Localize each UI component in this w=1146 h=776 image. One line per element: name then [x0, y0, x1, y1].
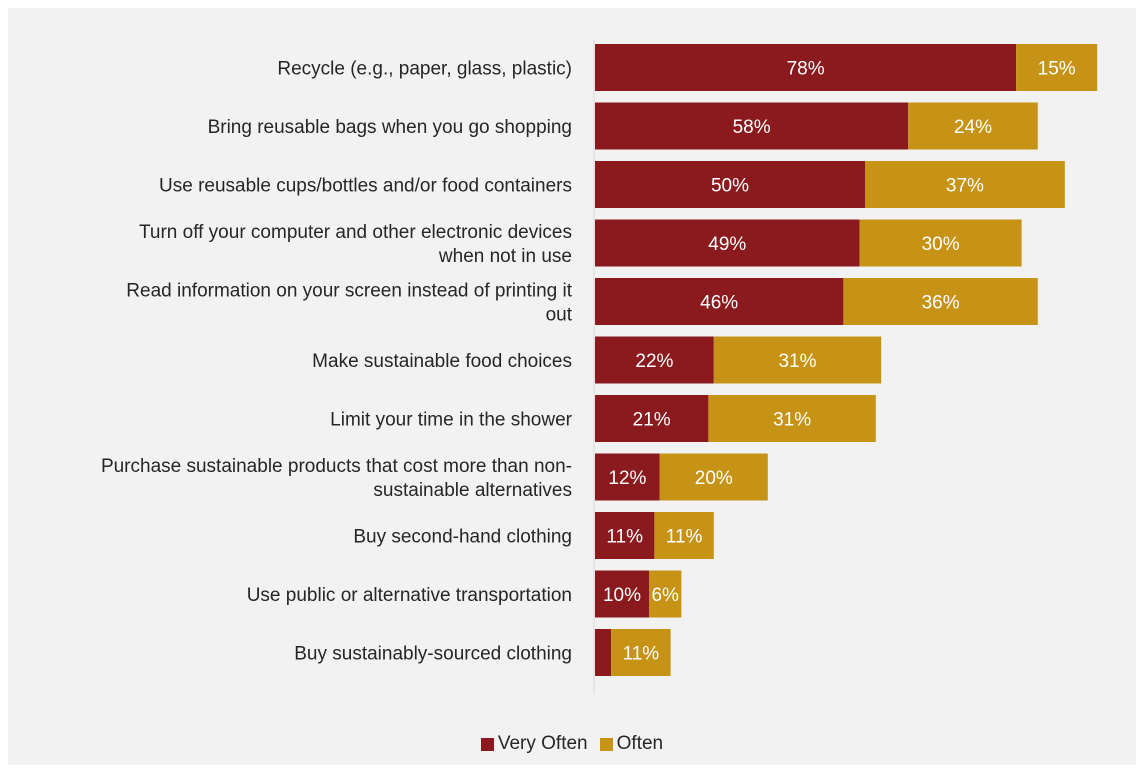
category-label: Purchase sustainable products that cost …	[101, 456, 572, 501]
chart-frame: Recycle (e.g., paper, glass, plastic) Bri…	[8, 8, 1136, 765]
legend-swatch-very-often	[480, 737, 494, 751]
category-label-line: sustainable alternatives	[373, 480, 572, 501]
data-label: 31%	[778, 351, 816, 372]
bar-very-often	[595, 395, 709, 442]
category-label-line: Use reusable cups/bottles and/or food co…	[159, 176, 572, 197]
bar-often	[611, 629, 671, 676]
data-label: 78%	[787, 59, 825, 80]
bar-very-often	[595, 278, 844, 325]
bar-very-often	[595, 44, 1017, 91]
legend-item-very-often: Very Often	[480, 733, 588, 755]
data-label: 22%	[635, 351, 673, 372]
category-label-line: Bring reusable bags when you go shopping	[208, 117, 572, 138]
category-label-line: Read information on your screen instead …	[126, 281, 572, 302]
bar-very-often	[595, 161, 865, 208]
category-label-line: Purchase sustainable products that cost …	[101, 456, 572, 477]
category-label: Make sustainable food choices	[312, 351, 572, 372]
category-label-line: Use public or alternative transportation	[247, 585, 572, 606]
stacked-bar-chart: Recycle (e.g., paper, glass, plastic) Bri…	[101, 40, 1098, 694]
bar-often	[713, 336, 882, 384]
category-label: Turn off your computer and other electro…	[139, 222, 572, 267]
data-label: 24%	[954, 117, 992, 138]
bar-often	[859, 219, 1022, 267]
category-label: Limit your time in the shower	[330, 410, 572, 431]
data-label: 15%	[1038, 59, 1076, 80]
category-label-line: Recycle (e.g., paper, glass, plastic)	[277, 59, 572, 80]
data-label: 58%	[733, 117, 771, 138]
data-label: 10%	[603, 585, 641, 606]
category-label: Use public or alternative transportation	[247, 585, 572, 606]
legend-label-very-often: Very Often	[497, 733, 588, 754]
category-label: Buy sustainably-sourced clothing	[294, 644, 572, 665]
data-label: 49%	[708, 234, 746, 255]
data-label: 11%	[623, 644, 660, 665]
category-label-line: Make sustainable food choices	[312, 351, 572, 372]
data-label: 30%	[922, 234, 960, 255]
category-label-line: when not in use	[438, 246, 572, 267]
category-label-line: Buy second-hand clothing	[353, 527, 572, 548]
category-label: Read information on your screen instead …	[126, 281, 572, 326]
category-label: Recycle (e.g., paper, glass, plastic)	[277, 59, 572, 80]
legend-label-often: Often	[616, 733, 664, 754]
bar-often	[708, 395, 876, 442]
category-label-line: Turn off your computer and other electro…	[139, 222, 572, 243]
category-label-line: out	[546, 305, 573, 326]
bar-very-often	[595, 219, 860, 267]
bar-often	[659, 453, 768, 501]
data-label: 20%	[695, 468, 733, 489]
data-label: 50%	[711, 176, 749, 197]
bar-often	[1016, 44, 1098, 91]
bar-often	[865, 161, 1065, 208]
category-label-line: Buy sustainably-sourced clothing	[294, 644, 572, 665]
bars: 78% 15% 58% 24% 50% 37% 49% 30% 46% 36% 22% 31% 21% 3…	[595, 44, 1098, 676]
bar-very-often	[595, 102, 909, 150]
category-label: Bring reusable bags when you go shopping	[208, 117, 572, 138]
category-labels: Recycle (e.g., paper, glass, plastic) Bri…	[101, 59, 573, 665]
category-label: Buy second-hand clothing	[353, 527, 572, 548]
bar-very-often	[595, 629, 612, 676]
category-label-line: Limit your time in the shower	[330, 410, 572, 431]
bar-often	[908, 102, 1038, 150]
data-label: 21%	[633, 410, 671, 431]
bar-often	[654, 512, 714, 559]
data-label: 31%	[773, 410, 811, 431]
legend-swatch-often	[599, 737, 613, 751]
bar-very-often	[595, 453, 660, 501]
category-label: Use reusable cups/bottles and/or food co…	[159, 176, 572, 197]
data-label: 11%	[606, 527, 643, 548]
bar-often	[843, 278, 1038, 325]
legend-item-often: Often	[599, 733, 664, 755]
data-label: 36%	[922, 293, 960, 314]
bar-often	[649, 570, 682, 618]
bar-very-often	[595, 512, 655, 559]
data-label: 6%	[651, 585, 679, 606]
data-label: 11%	[666, 527, 703, 548]
data-label: 37%	[946, 176, 984, 197]
legend: Very Often Often	[8, 733, 1136, 755]
data-label: 12%	[608, 468, 646, 489]
bar-very-often	[595, 570, 649, 618]
data-label: 46%	[700, 293, 738, 314]
bar-very-often	[595, 336, 714, 384]
